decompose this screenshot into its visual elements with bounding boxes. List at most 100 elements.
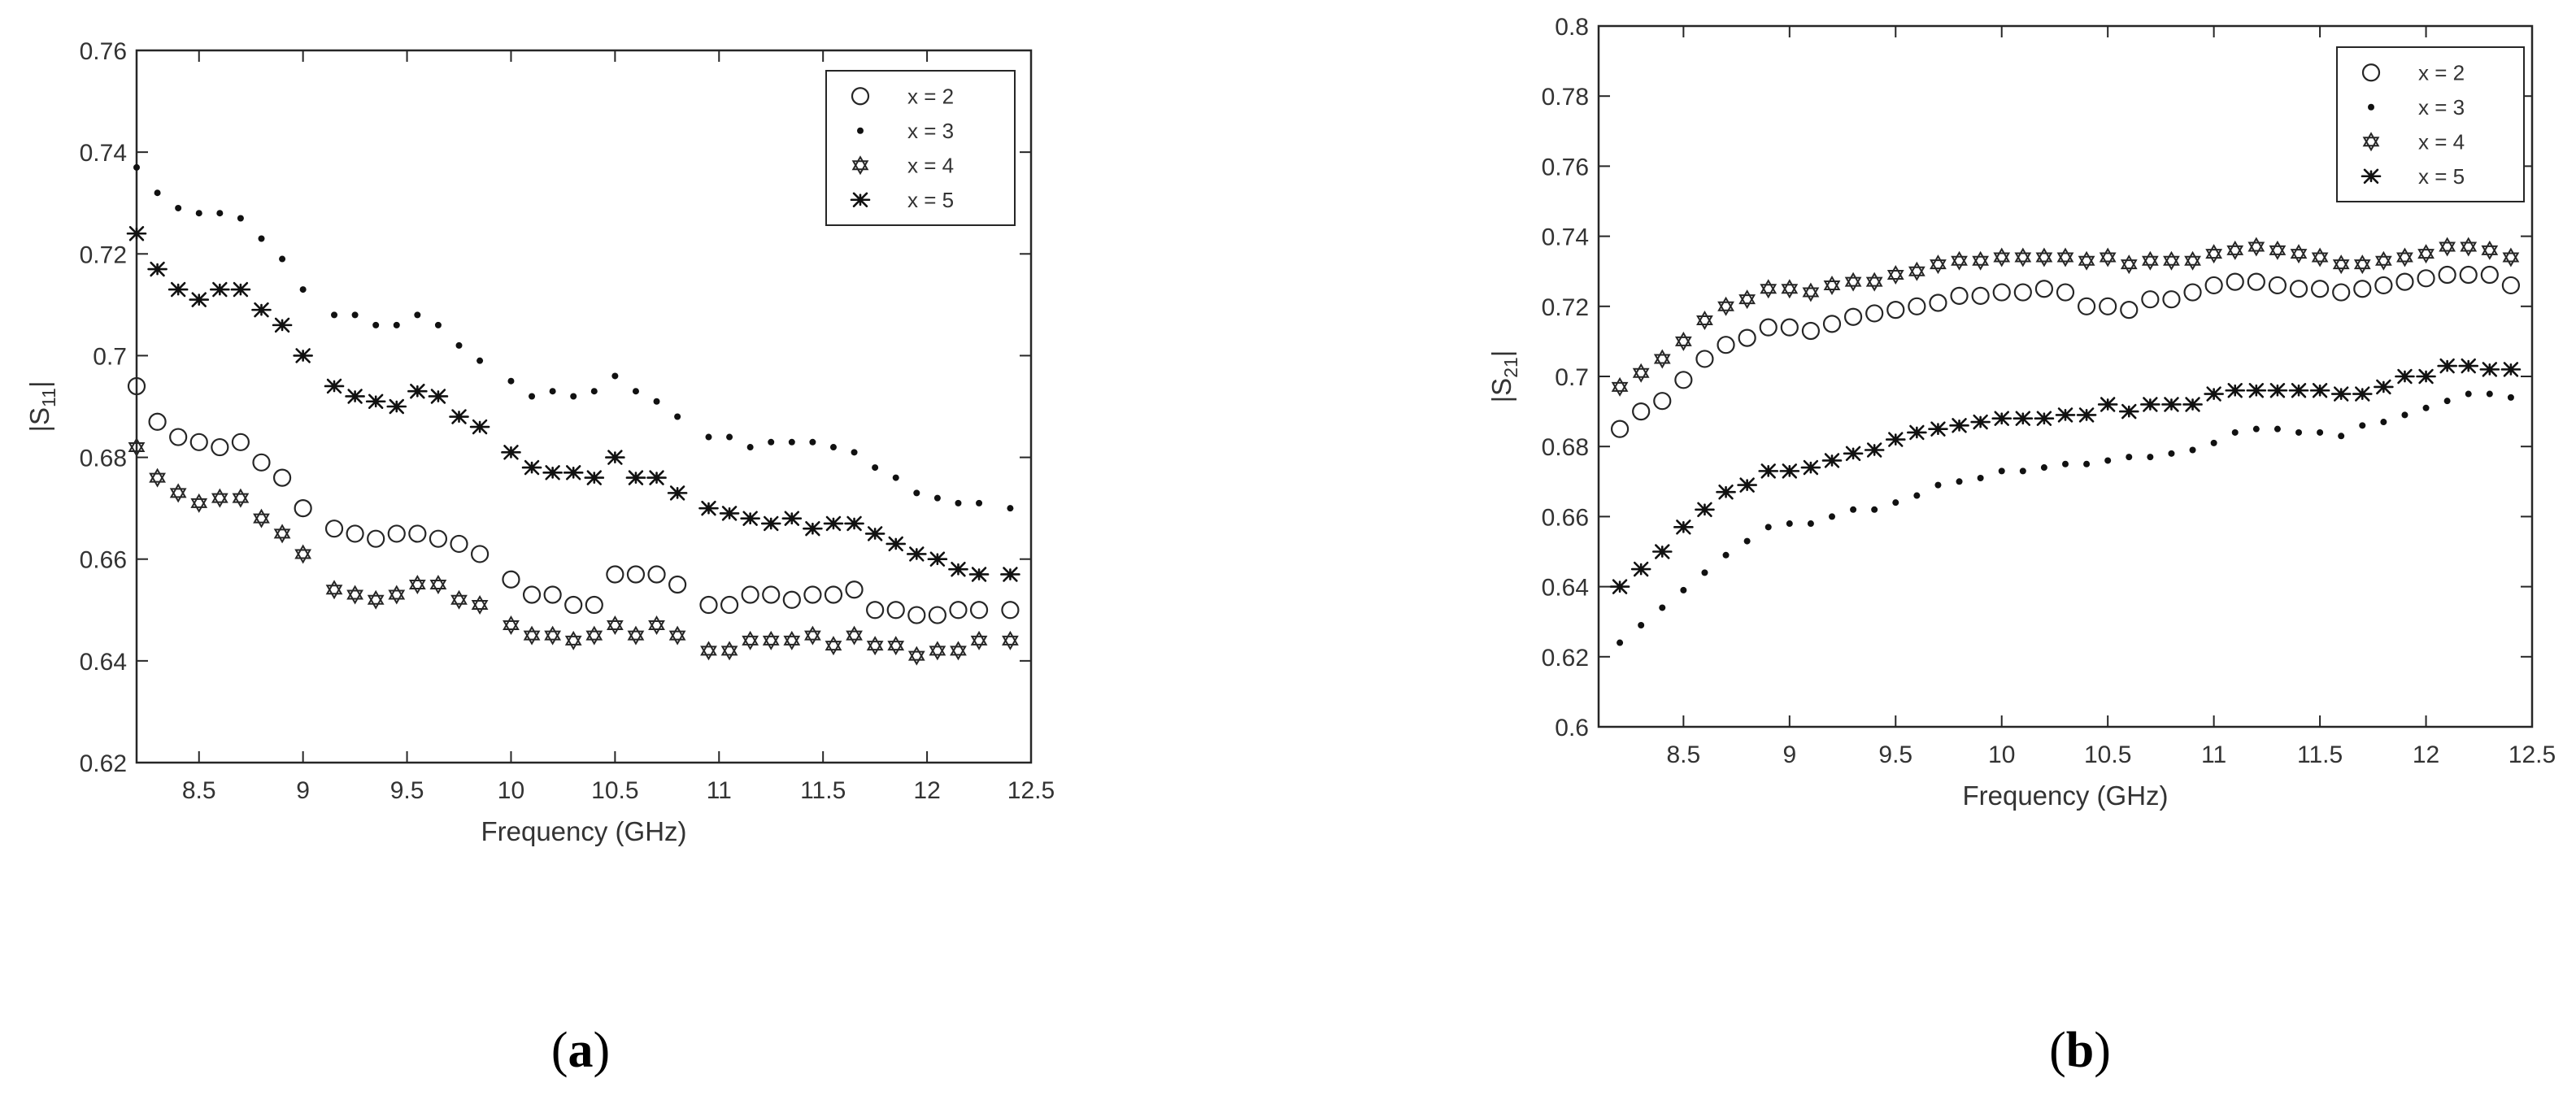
chart-b-point-circle	[1886, 301, 1905, 320]
chart-a-point-circle	[803, 585, 822, 604]
chart-a-point-dot	[674, 413, 681, 420]
chart-a-point-hexagram	[668, 625, 686, 646]
chart-b-point-circle	[1717, 336, 1735, 354]
chart-b-point-hexagram	[1886, 265, 1904, 285]
chart-a-point-dot	[476, 357, 484, 364]
chart-b-point-hexagram	[1674, 331, 1692, 351]
chart-b-point-circle	[2183, 283, 2202, 302]
chart-b-point-asterisk	[2182, 397, 2203, 412]
chart-b-point-asterisk	[2161, 397, 2182, 412]
chart-b-point-hexagram	[1993, 247, 2011, 267]
chart-b-point-dot	[2019, 467, 2026, 475]
chart-a-point-circle	[324, 520, 344, 538]
chart-a-point-asterisk	[168, 281, 189, 298]
chart-b-point-asterisk	[1907, 424, 1927, 441]
chart-b-point-asterisk	[1864, 442, 1885, 458]
chart-a-point-circle	[928, 606, 946, 624]
chart-b-point-circle	[2480, 265, 2499, 285]
chart-b-legend-label: x = 3	[2418, 95, 2465, 120]
chart-a-legend-item: x = 4	[851, 153, 954, 177]
chart-a-point-circle	[741, 585, 759, 604]
chart-a-point-circle	[522, 585, 542, 604]
chart-a-point-circle	[949, 601, 968, 620]
chart-b-ticks: 8.5 9 9.5 10 10.5 11 11.5 12 12.5 0.6 0.62 0.64 0.66…	[1542, 14, 2556, 768]
chart-a-point-asterisk	[189, 292, 210, 307]
chart-b-x-tick-label: 11	[2201, 741, 2226, 768]
chart-a-point-dot	[788, 438, 795, 446]
chart-b-point-asterisk	[1885, 432, 1906, 447]
chart-a-point-asterisk	[365, 393, 386, 409]
chart-b-point-hexagram	[1930, 254, 1947, 275]
chart-a-point-circle	[211, 437, 229, 457]
chart-a-point-hexagram	[149, 467, 166, 488]
chart-b-point-dot	[1743, 537, 1751, 545]
chart-a-point-asterisk	[864, 526, 886, 541]
chart-b-y-tick-label: 0.74	[1542, 224, 1589, 251]
chart-b-point-dot	[2252, 425, 2260, 433]
chart-b-point-hexagram	[1823, 275, 1841, 295]
chart-a-x-tick-label: 12.5	[1007, 777, 1055, 804]
chart-a-y-tick-label: 0.72	[80, 241, 127, 268]
chart-a-series-1	[127, 376, 1020, 624]
chart-b-point-dot	[1913, 492, 1921, 499]
chart-a-point-asterisk	[719, 506, 740, 521]
chart-a-point-dot	[611, 372, 619, 380]
chart-b-point-asterisk	[1609, 579, 1630, 594]
chart-b-series-4	[1609, 358, 2522, 594]
chart-a-point-asterisk	[386, 398, 407, 415]
chart-b-point-circle	[1908, 297, 1926, 315]
chart-b-x-tick-label: 12.5	[2509, 741, 2556, 768]
chart-b-point-dot	[1617, 639, 1624, 646]
chart-b-y-tick-label: 0.64	[1542, 575, 1589, 602]
chart-b-point-dot	[2040, 464, 2047, 472]
chart-b-point-dot	[1659, 604, 1666, 611]
chart-b-point-hexagram	[1865, 272, 1883, 292]
chart-a-point-circle	[470, 545, 490, 563]
chart-a-point-dot	[258, 235, 265, 242]
chart-a-point-dot	[933, 494, 941, 502]
chart-b-point-asterisk	[2076, 407, 2097, 423]
chart-a-legend-box	[825, 70, 1016, 226]
chart-b-point-dot	[1850, 506, 1857, 513]
chart-b-point-hexagram	[2226, 240, 2244, 260]
chart-a-point-dot	[1007, 505, 1014, 512]
chart-a-point-hexagram	[1002, 630, 1019, 650]
chart-a-y-axis-label-end: |	[24, 380, 54, 388]
chart-a-point-circle	[252, 453, 271, 472]
chart-b-point-asterisk	[2246, 383, 2267, 398]
chart-b-point-asterisk	[2374, 379, 2394, 395]
chart-a-point-hexagram	[742, 630, 759, 650]
chart-b-point-circle	[2501, 276, 2521, 295]
chart-a-point-dot	[726, 433, 733, 441]
chart-a-point-circle	[387, 524, 406, 543]
chart-a-point-circle	[564, 595, 583, 615]
chart-a-legend-label: x = 5	[907, 188, 954, 212]
chart-b-legend-marker-asterisk	[2361, 168, 2382, 184]
chart-b-point-hexagram	[1802, 282, 1820, 302]
chart-a-point-asterisk	[542, 465, 563, 480]
chart-a-y-tick-label: 0.62	[80, 750, 127, 777]
chart-b-point-hexagram	[1760, 279, 1778, 299]
chart-b: 8.5 9 9.5 10 10.5 11 11.5 12 12.5 0.6 0.62 0.64 0.66…	[1486, 14, 2556, 811]
chart-b-point-dot	[1701, 569, 1708, 576]
chart-b-point-asterisk	[1991, 411, 2012, 426]
chart-a-point-dot	[372, 321, 380, 328]
chart-a-point-asterisk	[844, 515, 864, 532]
chart-a-point-hexagram	[846, 625, 863, 646]
chart-a-legend-marker-dot	[857, 127, 864, 134]
chart-b-point-hexagram	[2120, 254, 2138, 275]
chart-b-point-circle	[2438, 265, 2456, 285]
chart-a-point-hexagram	[804, 625, 821, 646]
chart-a-point-asterisk	[126, 226, 147, 241]
chart-b-point-dot	[2380, 419, 2387, 426]
chart-a-point-hexagram	[762, 630, 780, 650]
chart-b-point-circle	[2013, 283, 2032, 302]
chart-a-point-asterisk	[563, 465, 584, 480]
chart-b-point-asterisk	[1758, 463, 1779, 479]
chart-a-y-tick-label: 0.74	[80, 140, 127, 167]
chart-a-point-dot	[195, 210, 202, 217]
chart-b-point-hexagram	[2014, 247, 2032, 267]
caption-b: (b)	[2049, 1023, 2111, 1078]
chart-b-point-dot	[1638, 622, 1645, 629]
chart-a-point-hexagram	[169, 483, 187, 503]
